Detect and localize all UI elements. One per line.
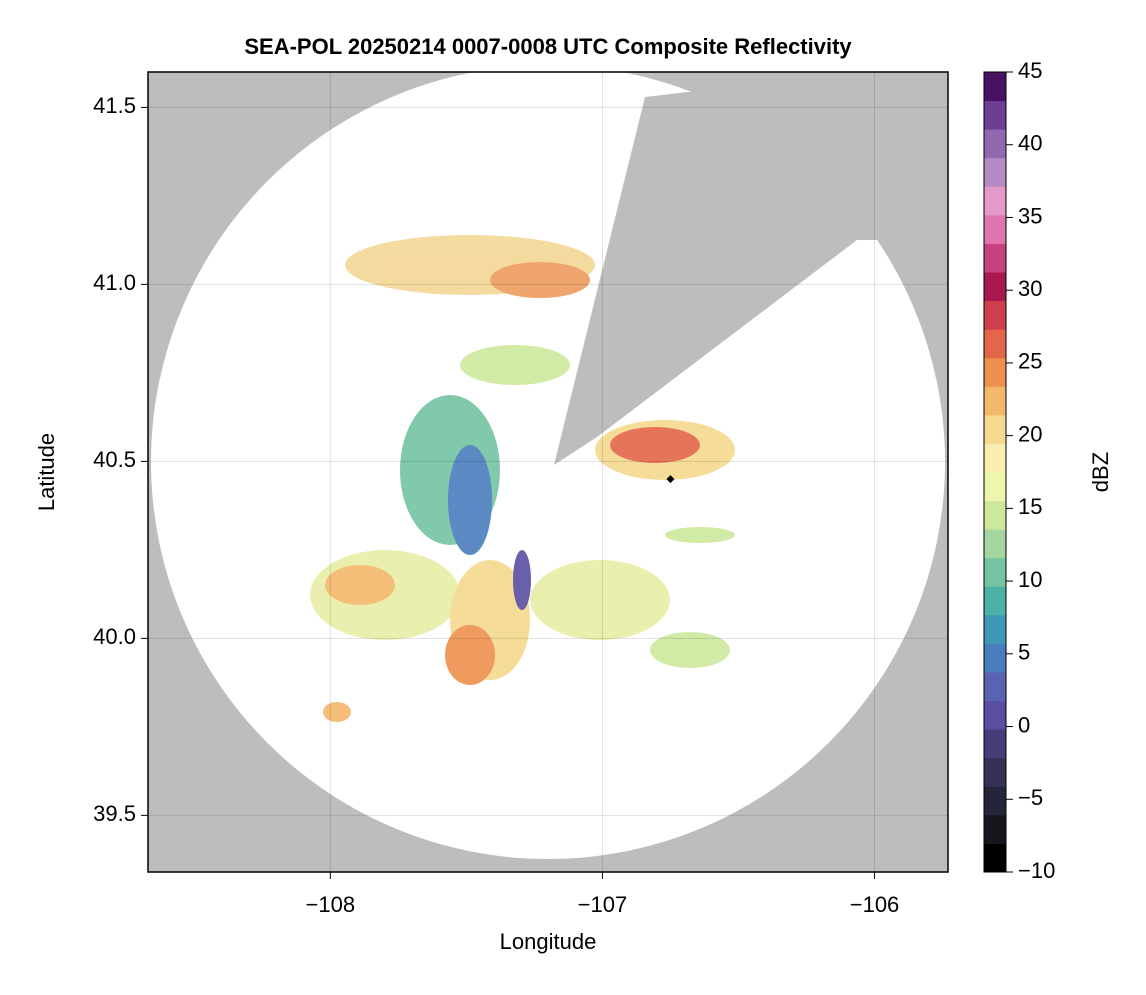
y-tick-label: 41.5 xyxy=(93,93,136,118)
echo xyxy=(460,345,570,385)
colorbar-band xyxy=(984,700,1006,730)
colorbar-tick-label: 20 xyxy=(1018,421,1042,446)
colorbar-band xyxy=(984,272,1006,302)
colorbar-band xyxy=(984,500,1006,530)
y-tick-label: 41.0 xyxy=(93,270,136,295)
colorbar-band xyxy=(984,300,1006,330)
colorbar-band xyxy=(984,243,1006,273)
colorbar-band xyxy=(984,786,1006,816)
colorbar-band xyxy=(984,643,1006,673)
colorbar-band xyxy=(984,414,1006,444)
colorbar-tick-label: 25 xyxy=(1018,349,1042,374)
colorbar-tick-label: 15 xyxy=(1018,494,1042,519)
colorbar-tick-label: −10 xyxy=(1018,858,1055,883)
plot-frame xyxy=(147,71,949,873)
colorbar-band xyxy=(984,386,1006,416)
echo xyxy=(448,445,492,555)
colorbar-band xyxy=(984,757,1006,787)
colorbar-frame xyxy=(983,71,1007,873)
colorbar-tick-label: 30 xyxy=(1018,276,1042,301)
colorbar-band xyxy=(984,157,1006,187)
echo xyxy=(490,262,590,298)
echo xyxy=(323,702,351,722)
x-tick-label: −107 xyxy=(578,892,628,917)
colorbar-tick-label: 40 xyxy=(1018,131,1042,156)
echo xyxy=(530,560,670,640)
colorbar-band xyxy=(984,100,1006,130)
y-tick-label: 40.0 xyxy=(93,624,136,649)
colorbar-band xyxy=(984,672,1006,702)
colorbar-tick-label: 10 xyxy=(1018,567,1042,592)
echo xyxy=(665,527,735,543)
echo xyxy=(325,565,395,605)
colorbar-band xyxy=(984,357,1006,387)
y-axis-label: Latitude xyxy=(34,433,59,511)
colorbar-band xyxy=(984,214,1006,244)
y-tick-label: 39.5 xyxy=(93,801,136,826)
chart-title: SEA-POL 20250214 0007-0008 UTC Composite… xyxy=(244,34,852,59)
x-tick-label: −106 xyxy=(850,892,900,917)
colorbar-tick-label: 45 xyxy=(1018,58,1042,83)
echo xyxy=(610,427,700,463)
colorbar-band xyxy=(984,329,1006,359)
echo xyxy=(513,550,531,610)
blocked-sector xyxy=(554,72,948,465)
colorbar-tick-label: 35 xyxy=(1018,203,1042,228)
colorbar-tick-label: 5 xyxy=(1018,640,1030,665)
colorbar-band xyxy=(984,557,1006,587)
colorbar-band xyxy=(984,814,1006,844)
colorbar-tick-label: −5 xyxy=(1018,785,1043,810)
x-axis-label: Longitude xyxy=(500,929,597,954)
colorbar-band xyxy=(984,614,1006,644)
colorbar-label: dBZ xyxy=(1088,452,1113,492)
colorbar-band xyxy=(984,443,1006,473)
radar-coverage xyxy=(151,72,948,859)
x-tick-label: −108 xyxy=(306,892,356,917)
colorbar-band xyxy=(984,129,1006,159)
radar-site xyxy=(666,475,675,484)
colorbar-band xyxy=(984,186,1006,216)
colorbar-band xyxy=(984,586,1006,616)
colorbar-band xyxy=(984,729,1006,759)
colorbar-band xyxy=(984,72,1006,102)
colorbar-band xyxy=(984,472,1006,502)
y-tick-label: 40.5 xyxy=(93,447,136,472)
colorbar-band xyxy=(984,843,1006,873)
colorbar-band xyxy=(984,529,1006,559)
echoes xyxy=(310,235,735,722)
echo xyxy=(445,625,495,685)
echo xyxy=(650,632,730,668)
colorbar-tick-label: 0 xyxy=(1018,712,1030,737)
